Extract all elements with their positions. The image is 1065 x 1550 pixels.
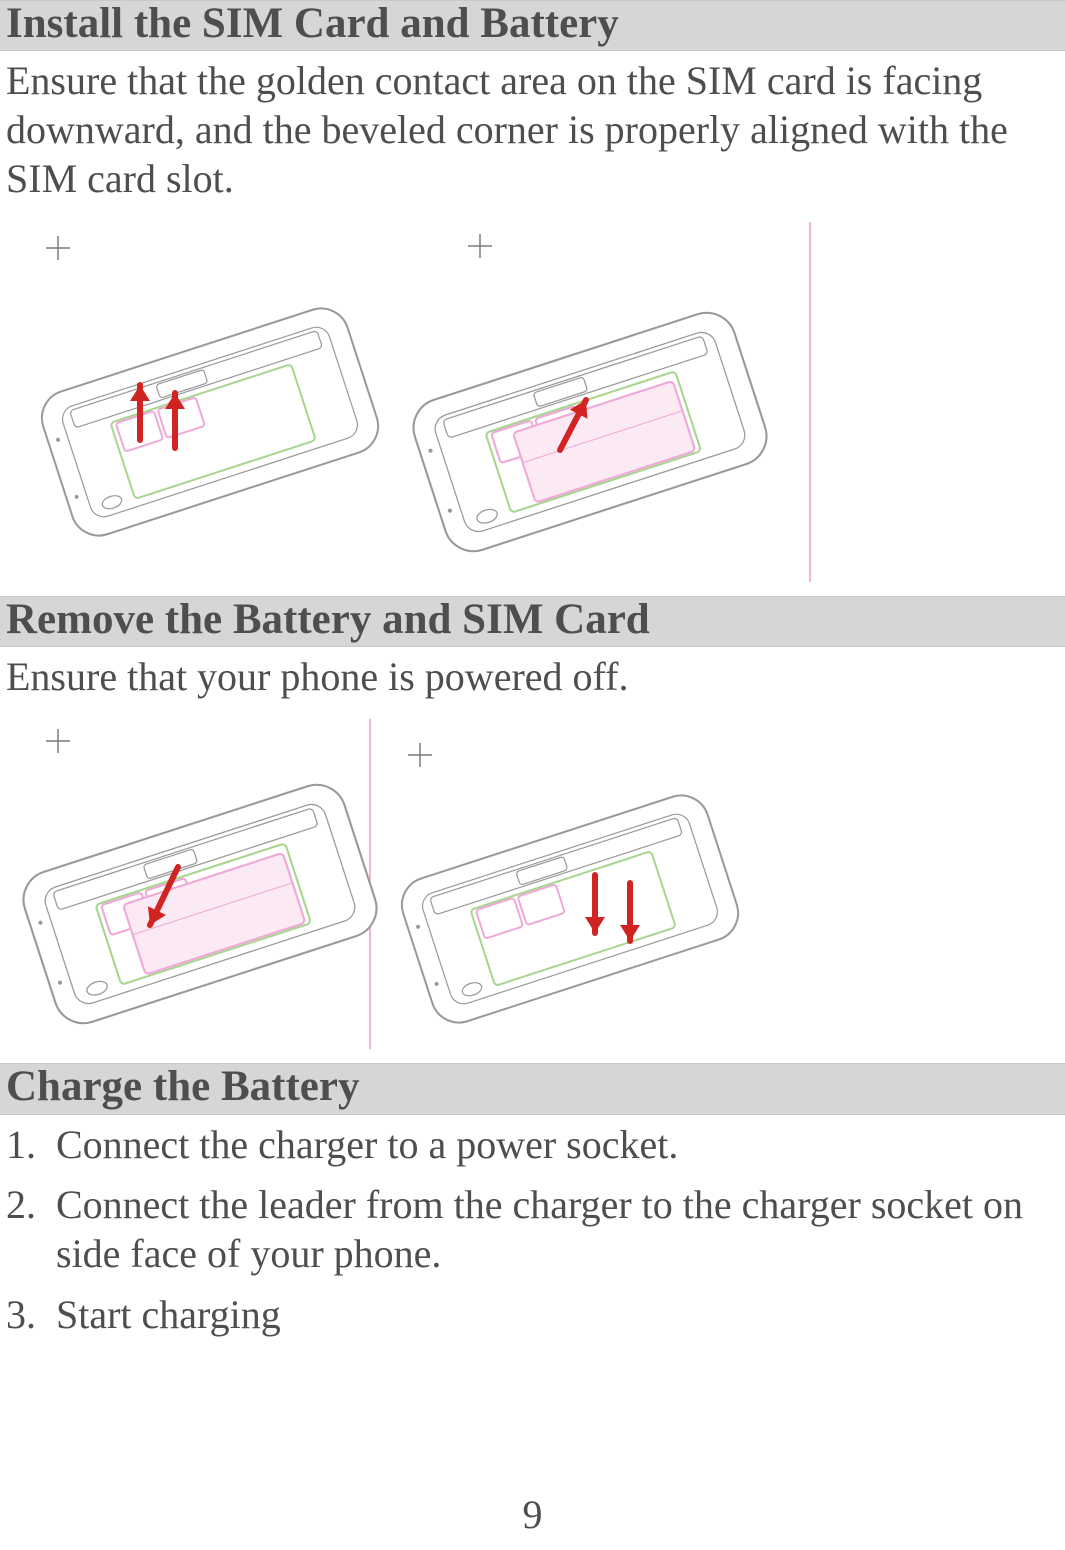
step-text: Start charging [56,1291,281,1340]
step-2: 2.Connect the leader from the charger to… [6,1181,1059,1279]
body-remove: Ensure that your phone is powered off. [0,647,1065,710]
step-text: Connect the leader from the charger to t… [56,1181,1059,1279]
page-number: 9 [0,1491,1065,1538]
heading-install: Install the SIM Card and Battery [0,0,1065,51]
remove-diagram [0,719,820,1049]
figure-remove [0,709,1065,1063]
figure-install [0,212,1065,596]
step-text: Connect the charger to a power socket. [56,1121,678,1170]
body-install: Ensure that the golden contact area on t… [0,51,1065,211]
install-diagram [0,222,820,582]
heading-charge: Charge the Battery [0,1063,1065,1114]
charge-steps: 1.Connect the charger to a power socket.… [0,1115,1065,1340]
step-1: 1.Connect the charger to a power socket. [6,1121,1059,1170]
step-num: 2. [6,1181,44,1279]
step-num: 1. [6,1121,44,1170]
step-3: 3.Start charging [6,1291,1059,1340]
step-num: 3. [6,1291,44,1340]
heading-remove: Remove the Battery and SIM Card [0,596,1065,647]
